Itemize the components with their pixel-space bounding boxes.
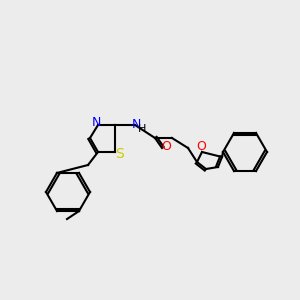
Text: N: N — [91, 116, 101, 128]
Text: S: S — [116, 147, 124, 161]
Text: O: O — [161, 140, 171, 154]
Text: H: H — [138, 124, 146, 134]
Text: N: N — [131, 118, 141, 130]
Text: O: O — [196, 140, 206, 152]
